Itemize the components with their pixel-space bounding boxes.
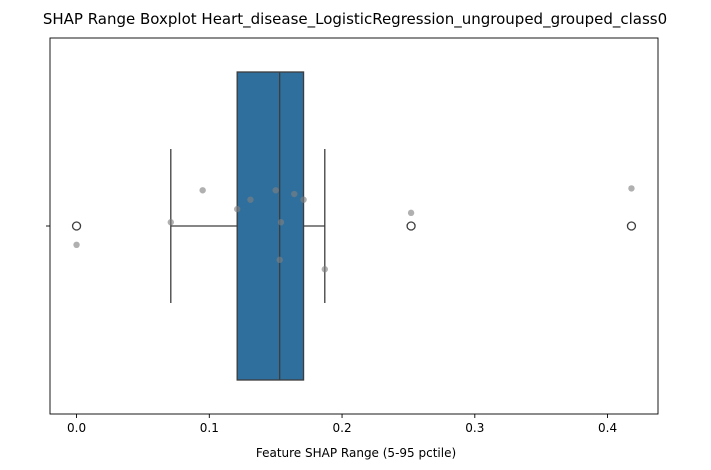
data-point [277,219,285,226]
x-axis-ticks: 0.0 0.1 0.2 0.3 0.4 [67,414,617,435]
points-layer [73,185,635,273]
data-point [407,209,415,217]
plot-frame [49,37,659,415]
box-layer [71,71,637,381]
data-point [272,187,279,194]
data-point [300,196,307,203]
x-tick-label: 0.3 [465,421,484,435]
data-point [167,219,175,226]
x-tick-label: 0.0 [67,421,86,435]
data-point [291,190,298,198]
chart-title: SHAP Range Boxplot Heart_disease_Logisti… [43,10,667,29]
x-tick-label: 0.1 [200,421,219,435]
data-point [73,241,80,248]
data-point [233,205,241,213]
data-point [321,266,328,273]
outlier-marker [626,221,637,231]
data-point [247,196,254,203]
x-tick-label: 0.2 [333,421,352,435]
data-point [199,187,206,194]
data-point [276,256,283,264]
x-tick-label: 0.4 [598,421,617,435]
outlier-marker [406,221,416,231]
x-axis-label: Feature SHAP Range (5-95 pctile) [256,446,456,460]
outlier-marker [71,221,82,231]
data-point [628,185,635,192]
iqr-box [236,71,305,381]
